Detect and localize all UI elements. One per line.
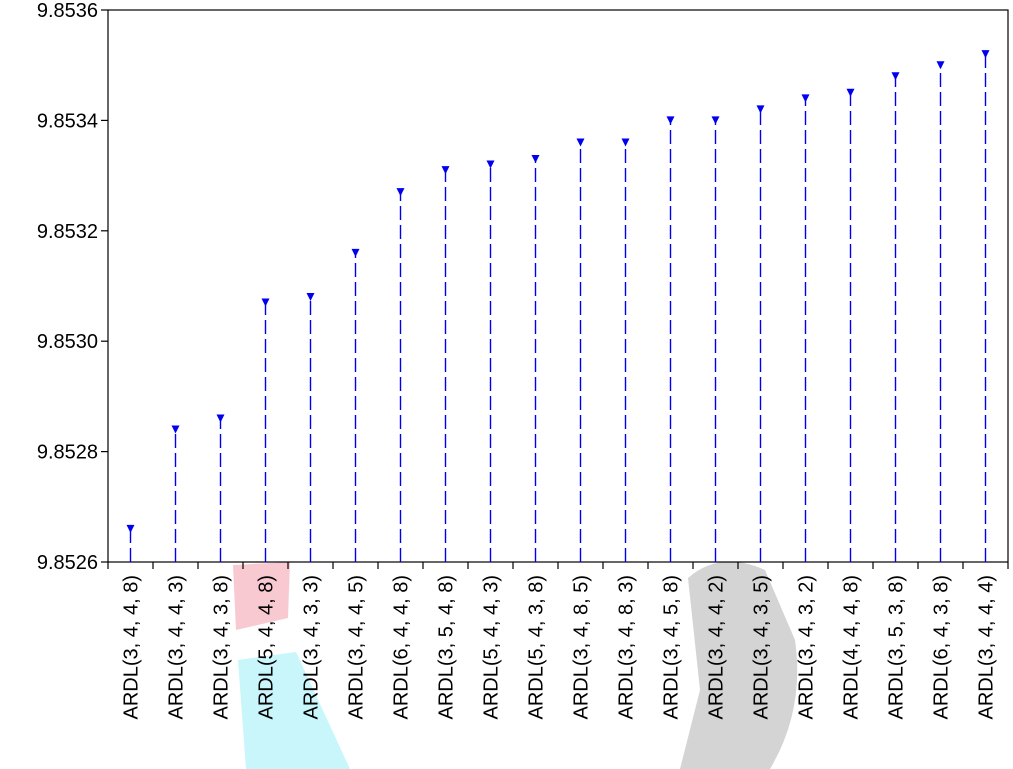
y-tick-label: 9.8526: [37, 552, 98, 574]
data-point-marker: [711, 116, 720, 125]
data-point-marker: [306, 293, 315, 302]
x-category-label: ARDL(3, 4, 3, 3): [301, 575, 323, 720]
data-point-marker: [531, 155, 540, 164]
plot-frame: [107, 9, 1009, 563]
x-category-label: ARDL(3, 4, 5, 8): [661, 575, 683, 720]
data-point-marker: [666, 116, 675, 125]
x-category-label: ARDL(3, 4, 4, 3): [166, 575, 188, 720]
x-category-label: ARDL(3, 4, 4, 8): [121, 575, 143, 720]
y-tick-label: 9.8534: [37, 110, 98, 132]
cyan-patch: [238, 652, 350, 769]
x-category-label: ARDL(6, 4, 3, 8): [931, 575, 953, 720]
plot-border: [107, 9, 1009, 563]
data-point-marker: [261, 298, 270, 307]
x-category-label: ARDL(5, 4, 4, 3): [481, 575, 503, 720]
y-tick-label: 9.8528: [37, 442, 98, 464]
x-axis: ARDL(3, 4, 4, 8) ARDL(3, 4, 4, 3) ARDL(3, …: [107, 562, 1009, 720]
data-point-marker: [441, 166, 450, 175]
x-category-label: ARDL(3, 4, 8, 5): [571, 575, 593, 720]
x-category-label: ARDL(3, 4, 8, 3): [616, 575, 638, 720]
x-category-label: ARDL(3, 5, 3, 8): [886, 575, 908, 720]
data-point-marker: [171, 425, 180, 434]
x-category-label: ARDL(3, 4, 3, 5): [751, 575, 773, 720]
x-category-label: ARDL(3, 4, 3, 2): [796, 575, 818, 720]
x-category-label: ARDL(4, 4, 4, 8): [841, 575, 863, 720]
data-point-marker: [756, 105, 765, 114]
x-category-label: ARDL(3, 4, 4, 5): [346, 575, 368, 720]
data-point-marker: [846, 88, 855, 97]
x-category-label: ARDL(5, 4, 4, 8): [256, 575, 278, 720]
data-point-marker: [576, 138, 585, 147]
data-point-marker: [126, 524, 135, 533]
background-patches: [233, 561, 798, 769]
data-point-marker: [216, 414, 225, 423]
data-point-marker: [351, 248, 360, 257]
data-point-marker: [891, 72, 900, 81]
y-tick-label: 9.8536: [37, 0, 98, 22]
x-category-label: ARDL(6, 4, 4, 8): [391, 575, 413, 720]
y-tick-label: 9.8530: [37, 331, 98, 353]
series: [126, 50, 990, 562]
pink-patch: [233, 562, 290, 630]
x-category-label: ARDL(3, 5, 4, 8): [436, 575, 458, 720]
data-point-marker: [621, 138, 630, 147]
data-point-marker: [936, 61, 945, 70]
x-category-label: ARDL(3, 4, 3, 8): [211, 575, 233, 720]
data-point-marker: [486, 160, 495, 169]
y-tick-label: 9.8532: [37, 221, 98, 243]
data-point-marker: [801, 94, 810, 103]
x-category-label: ARDL(3, 4, 4, 4): [976, 575, 998, 720]
y-axis: 9.8526 9.8528 9.8530 9.8532 9.8534 9.8536: [37, 0, 108, 574]
gray-patch: [680, 561, 798, 769]
data-point-marker: [396, 188, 405, 197]
data-point-marker: [981, 50, 990, 59]
x-category-label: ARDL(3, 4, 4, 2): [706, 575, 728, 720]
x-category-label: ARDL(5, 4, 3, 8): [526, 575, 548, 720]
